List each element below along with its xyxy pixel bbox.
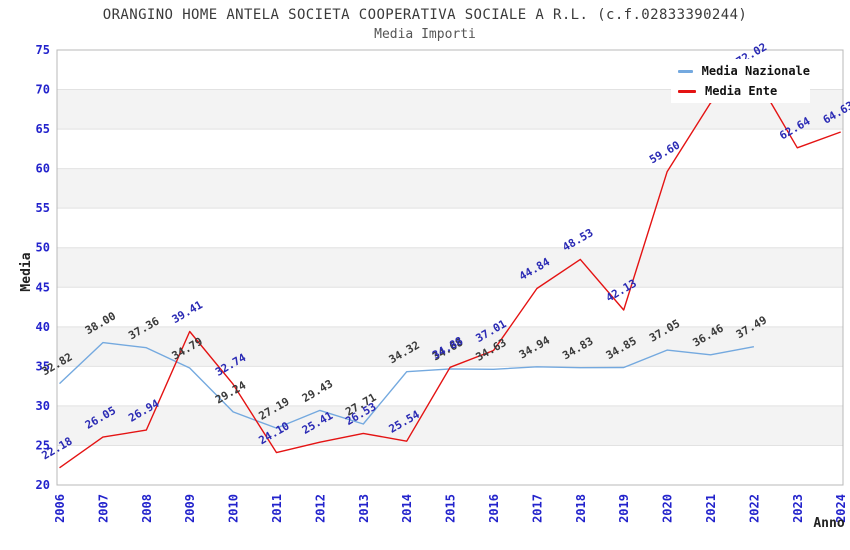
ente-line-swatch-icon (678, 89, 696, 93)
value-label: 59.60 (647, 139, 682, 167)
y-tick-label: 55 (36, 201, 50, 215)
y-tick-label: 45 (36, 280, 50, 294)
legend-box: Media Nazionale Media Ente (671, 59, 810, 103)
x-tick-label: 2015 (444, 494, 458, 523)
value-label: 29.43 (300, 377, 335, 405)
y-tick-label: 35 (36, 359, 50, 373)
legend-label: Media Nazionale (701, 64, 810, 78)
y-tick-label: 20 (36, 478, 50, 492)
x-tick-label: 2009 (183, 494, 197, 523)
legend-item-media-nazionale: Media Nazionale (678, 64, 810, 78)
legend-item-media-ente: Media Ente (678, 84, 810, 98)
y-tick-label: 30 (36, 399, 50, 413)
media-nazionale-line (59, 341, 755, 429)
x-tick-label: 2010 (227, 494, 241, 523)
x-tick-label: 2020 (661, 494, 675, 523)
x-tick-label: 2011 (270, 494, 284, 523)
x-tick-label: 2021 (704, 494, 718, 523)
chart-subtitle: Media Importi (374, 27, 476, 42)
grid-band (57, 326, 843, 367)
grid-band (57, 168, 843, 209)
chart-title: ORANGINO HOME ANTELA SOCIETA COOPERATIVA… (102, 7, 748, 23)
y-tick-label: 25 (36, 438, 50, 452)
y-tick-label: 75 (36, 43, 50, 57)
plot-frame (56, 49, 844, 486)
x-tick-label: 2018 (574, 494, 588, 523)
grid-band (57, 247, 843, 288)
legend-label: Media Ente (705, 84, 778, 98)
y-tick-label: 50 (36, 241, 50, 255)
y-tick-label: 65 (36, 122, 50, 136)
x-tick-label: 2007 (96, 494, 110, 523)
x-tick-label: 2012 (313, 494, 327, 523)
y-tick-label: 70 (36, 83, 50, 97)
y-tick-label: 40 (36, 320, 50, 334)
value-label: 39.41 (170, 298, 206, 326)
y-axis-title: Media (19, 252, 34, 291)
value-label: 29.24 (213, 379, 249, 407)
nazionale-line-swatch-icon (678, 69, 693, 73)
y-tick-label: 60 (36, 162, 50, 176)
x-tick-label: 2013 (357, 494, 371, 523)
x-tick-label: 2023 (791, 494, 805, 523)
grid-band (57, 405, 843, 446)
x-tick-label: 2014 (400, 494, 414, 523)
x-tick-label: 2019 (617, 494, 631, 523)
x-tick-label: 2016 (487, 494, 501, 523)
media-ente-line (59, 72, 841, 469)
x-tick-label: 2024 (834, 494, 848, 523)
x-tick-label: 2017 (530, 494, 544, 523)
x-tick-label: 2022 (747, 494, 761, 523)
x-tick-label: 2006 (53, 494, 67, 523)
x-axis-title: Anno (813, 516, 844, 531)
x-tick-label: 2008 (140, 494, 154, 523)
